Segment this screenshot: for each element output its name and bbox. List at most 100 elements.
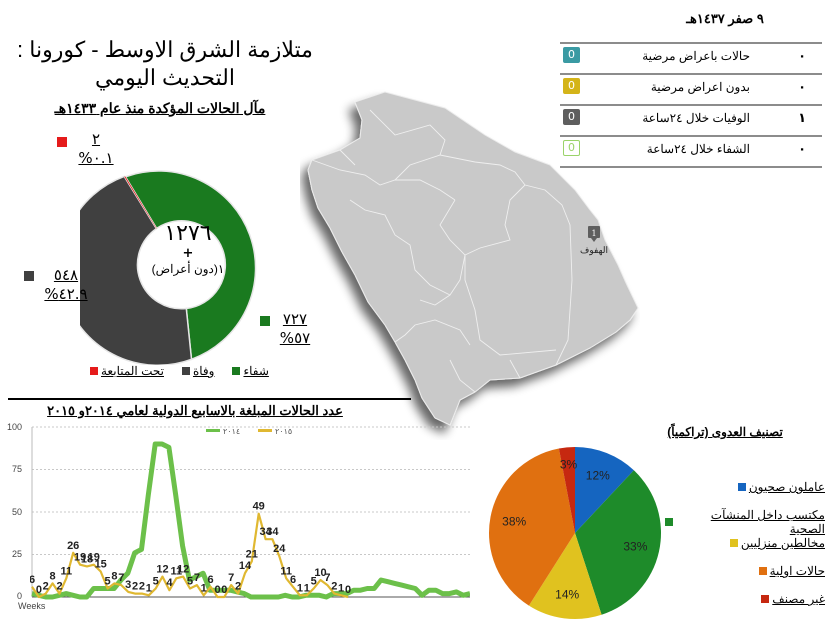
map-marker-gray-icon: 0 xyxy=(563,109,580,125)
svg-text:1: 1 xyxy=(297,582,303,594)
total-cases: ١٢٧٦ xyxy=(164,221,212,246)
followup-swatch-icon xyxy=(57,137,67,147)
infection-type-pie-chart: 12% 33% 14% 38% 3% xyxy=(489,447,661,619)
pie-legend-item-healthcare-workers: عاملون صحيون xyxy=(737,480,825,494)
pie-legend-item-hospital-acquired: مكتسب داخل المنشآت الصحية xyxy=(665,508,825,536)
x-axis-label: Weeks xyxy=(18,601,46,611)
stat-label: الوفيات خلال ٢٤ساعة xyxy=(642,111,750,125)
legend-label-2015: ٢٠١٥ xyxy=(275,427,292,436)
daily-stats-table: 0 حالات باعراض مرضية ٠ 0 بدون اعراض مرضي… xyxy=(560,42,822,168)
svg-text:4: 4 xyxy=(166,577,173,589)
svg-text:10: 10 xyxy=(314,567,326,579)
stat-value: ٠ xyxy=(798,142,806,157)
legend-swatch-icon xyxy=(758,567,767,575)
svg-text:11: 11 xyxy=(60,565,72,577)
legend-label: مخالطين منزليين xyxy=(740,536,825,550)
y-tick-75: 75 xyxy=(11,464,22,474)
svg-text:11: 11 xyxy=(280,565,292,577)
stat-row-deaths-24h: 0 الوفيات خلال ٢٤ساعة ١ xyxy=(560,104,822,135)
legend-label: حالات اولية xyxy=(769,564,825,578)
legend-label: غير مصنف xyxy=(772,592,825,606)
asymptomatic-note: ١(دون أعراض) xyxy=(151,262,225,276)
svg-text:49: 49 xyxy=(253,501,265,513)
page-title: متلازمة الشرق الاوسط - كورونا : التحديث … xyxy=(10,36,320,92)
chart-gridlines xyxy=(32,426,470,555)
deaths-percent: %٤٢.٩ xyxy=(44,285,88,303)
y-tick-50: 50 xyxy=(11,507,22,517)
chart-divider xyxy=(8,398,411,400)
title-line-1: متلازمة الشرق الاوسط - كورونا : xyxy=(17,37,313,62)
legend-swatch-icon xyxy=(737,483,746,491)
svg-text:2: 2 xyxy=(132,581,138,593)
legend-item-recovered: شفاء xyxy=(232,364,269,378)
svg-text:0: 0 xyxy=(221,584,227,596)
svg-text:7: 7 xyxy=(228,572,234,584)
svg-text:1: 1 xyxy=(146,582,152,594)
svg-text:19: 19 xyxy=(88,552,100,564)
svg-text:12: 12 xyxy=(177,564,189,576)
svg-text:2: 2 xyxy=(235,581,241,593)
svg-text:7: 7 xyxy=(194,572,200,584)
stat-label: بدون اعراض مرضية xyxy=(650,80,750,94)
recovered-count: ٧٢٧ xyxy=(282,310,308,328)
map-marker-hofuf[interactable]: 1 الهفوف xyxy=(580,226,608,256)
donut-segment-deaths xyxy=(80,175,193,365)
stat-value: ١ xyxy=(798,111,806,126)
recovered-label: ٧٢٧ %٥٧ xyxy=(274,310,316,348)
map-marker-icon[interactable] xyxy=(588,226,600,238)
y-tick-100: 100 xyxy=(6,422,22,432)
svg-text:34: 34 xyxy=(266,526,279,538)
saudi-arabia-map: 1 الهفوف xyxy=(307,91,639,426)
stat-label: الشفاء خلال ٢٤ساعة xyxy=(646,142,750,156)
followup-count: ٢ xyxy=(91,130,101,148)
donut-legend: شفاء وفاة تحت المتابعة xyxy=(90,364,269,378)
svg-text:11: 11 xyxy=(170,565,182,577)
marker-city-label: الهفوف xyxy=(580,245,608,256)
pie-slice xyxy=(575,447,634,533)
svg-text:2: 2 xyxy=(43,581,49,593)
svg-text:8: 8 xyxy=(50,570,56,582)
deaths-label: ٥٤٨ %٤٢.٩ xyxy=(38,266,94,304)
y-tick-0: 0 xyxy=(16,591,22,601)
line-chart-legend: ٢٠١٤ ٢٠١٥ xyxy=(206,427,292,436)
pie-slice-label: 3% xyxy=(560,458,578,472)
svg-text:14: 14 xyxy=(239,560,252,572)
pie-slice-label: 14% xyxy=(555,587,579,601)
legend-swatch-icon xyxy=(90,367,98,375)
svg-text:2: 2 xyxy=(331,581,337,593)
map-marker-teal-icon: 0 xyxy=(563,47,580,63)
outcome-subtitle: مآل الحالات المؤكدة منذ عام ١٤٣٣هـ xyxy=(54,100,266,116)
donut-segment-followup xyxy=(124,176,157,229)
svg-text:34: 34 xyxy=(259,526,272,538)
legend-label: عاملون صحيون xyxy=(748,480,825,494)
svg-text:5: 5 xyxy=(187,576,193,588)
plus-sign: + xyxy=(182,246,194,261)
followup-label: ٢ %٠.١ xyxy=(72,130,120,168)
donut-segment-recovered xyxy=(124,170,257,361)
svg-text:7: 7 xyxy=(118,572,124,584)
pie-slice-label: 38% xyxy=(502,514,526,528)
infection-type-title: تصنيف العدوى (تراكمياً) xyxy=(667,425,783,439)
svg-text:0: 0 xyxy=(36,584,42,596)
legend-swatch-icon xyxy=(232,367,241,375)
svg-text:5: 5 xyxy=(311,576,317,588)
legend-swatch-2015-icon xyxy=(258,429,272,432)
stat-row-asymptomatic: 0 بدون اعراض مرضية ٠ xyxy=(560,73,822,104)
svg-text:1: 1 xyxy=(304,582,310,594)
legend-item-deaths: وفاة xyxy=(181,364,214,378)
svg-text:6: 6 xyxy=(30,574,35,586)
legend-swatch-icon xyxy=(665,518,673,526)
series-2014-line xyxy=(31,441,470,600)
svg-text:7: 7 xyxy=(324,572,330,584)
pie-slice xyxy=(528,533,602,619)
legend-label: مكتسب داخل المنشآت الصحية xyxy=(710,508,825,536)
outcome-donut-chart xyxy=(80,170,257,365)
svg-text:0: 0 xyxy=(345,584,351,596)
map-region-borders xyxy=(311,109,573,393)
pie-slice xyxy=(558,447,575,533)
svg-text:21: 21 xyxy=(246,548,258,560)
recovered-swatch-icon xyxy=(260,316,270,326)
svg-text:12: 12 xyxy=(156,564,168,576)
svg-text:6: 6 xyxy=(208,574,214,586)
